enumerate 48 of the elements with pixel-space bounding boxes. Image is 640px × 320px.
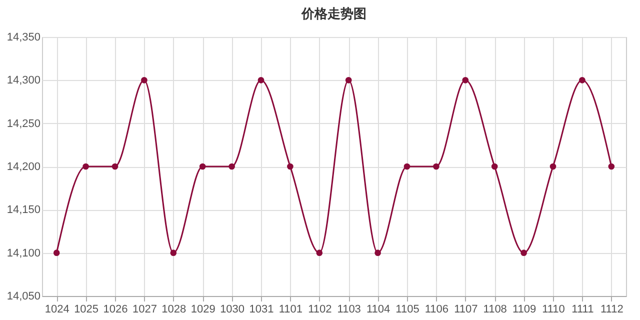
point [462, 77, 469, 84]
x-tick-label: 1107 [454, 304, 478, 316]
x-tick-label: 1106 [424, 304, 449, 316]
point [53, 250, 60, 256]
x-tick-label: 1030 [220, 304, 245, 316]
chart-title: 价格走势图 [300, 6, 366, 21]
point [374, 250, 381, 256]
point [228, 163, 235, 170]
point [404, 163, 410, 170]
x-tick-label: 1104 [366, 304, 390, 316]
x-tick-label: 1111 [572, 304, 594, 316]
x-tick-label: 1103 [337, 304, 361, 316]
x-tick-label: 1027 [132, 304, 157, 316]
y-tick-label: 14,350 [6, 32, 40, 44]
point [141, 77, 148, 84]
x-tick-label: 1031 [249, 304, 274, 316]
point [199, 163, 206, 170]
point [608, 163, 615, 170]
y-tick-label: 14,050 [6, 290, 40, 302]
x-tick-label: 1028 [162, 304, 186, 316]
point [112, 163, 118, 170]
point [579, 77, 586, 84]
x-tick-label: 1109 [512, 304, 536, 316]
x-tick-label: 1105 [396, 304, 420, 316]
x-tick-label: 1025 [74, 304, 99, 316]
y-tick-label: 14,250 [6, 118, 40, 130]
y-tick-label: 14,300 [6, 74, 40, 87]
x-tick-label: 1102 [308, 304, 332, 316]
point [258, 77, 264, 84]
point [287, 163, 294, 170]
point [520, 250, 527, 256]
point [82, 163, 89, 170]
point [491, 163, 498, 170]
x-tick-label: 1024 [44, 304, 70, 316]
x-tick-label: 1112 [600, 304, 624, 316]
x-tick-label: 1101 [278, 304, 303, 316]
y-tick-label: 14,100 [6, 247, 40, 260]
point [316, 250, 323, 256]
x-tick-label: 1026 [103, 304, 128, 316]
y-tick-label: 14,150 [6, 204, 40, 216]
x-tick-label: 1108 [483, 304, 507, 316]
point [550, 163, 556, 170]
point [433, 163, 440, 170]
point [345, 77, 352, 84]
y-tick-label: 14,200 [6, 161, 40, 173]
point [170, 250, 177, 256]
x-tick-label: 1110 [542, 304, 565, 316]
x-tick-label: 1029 [190, 304, 216, 316]
